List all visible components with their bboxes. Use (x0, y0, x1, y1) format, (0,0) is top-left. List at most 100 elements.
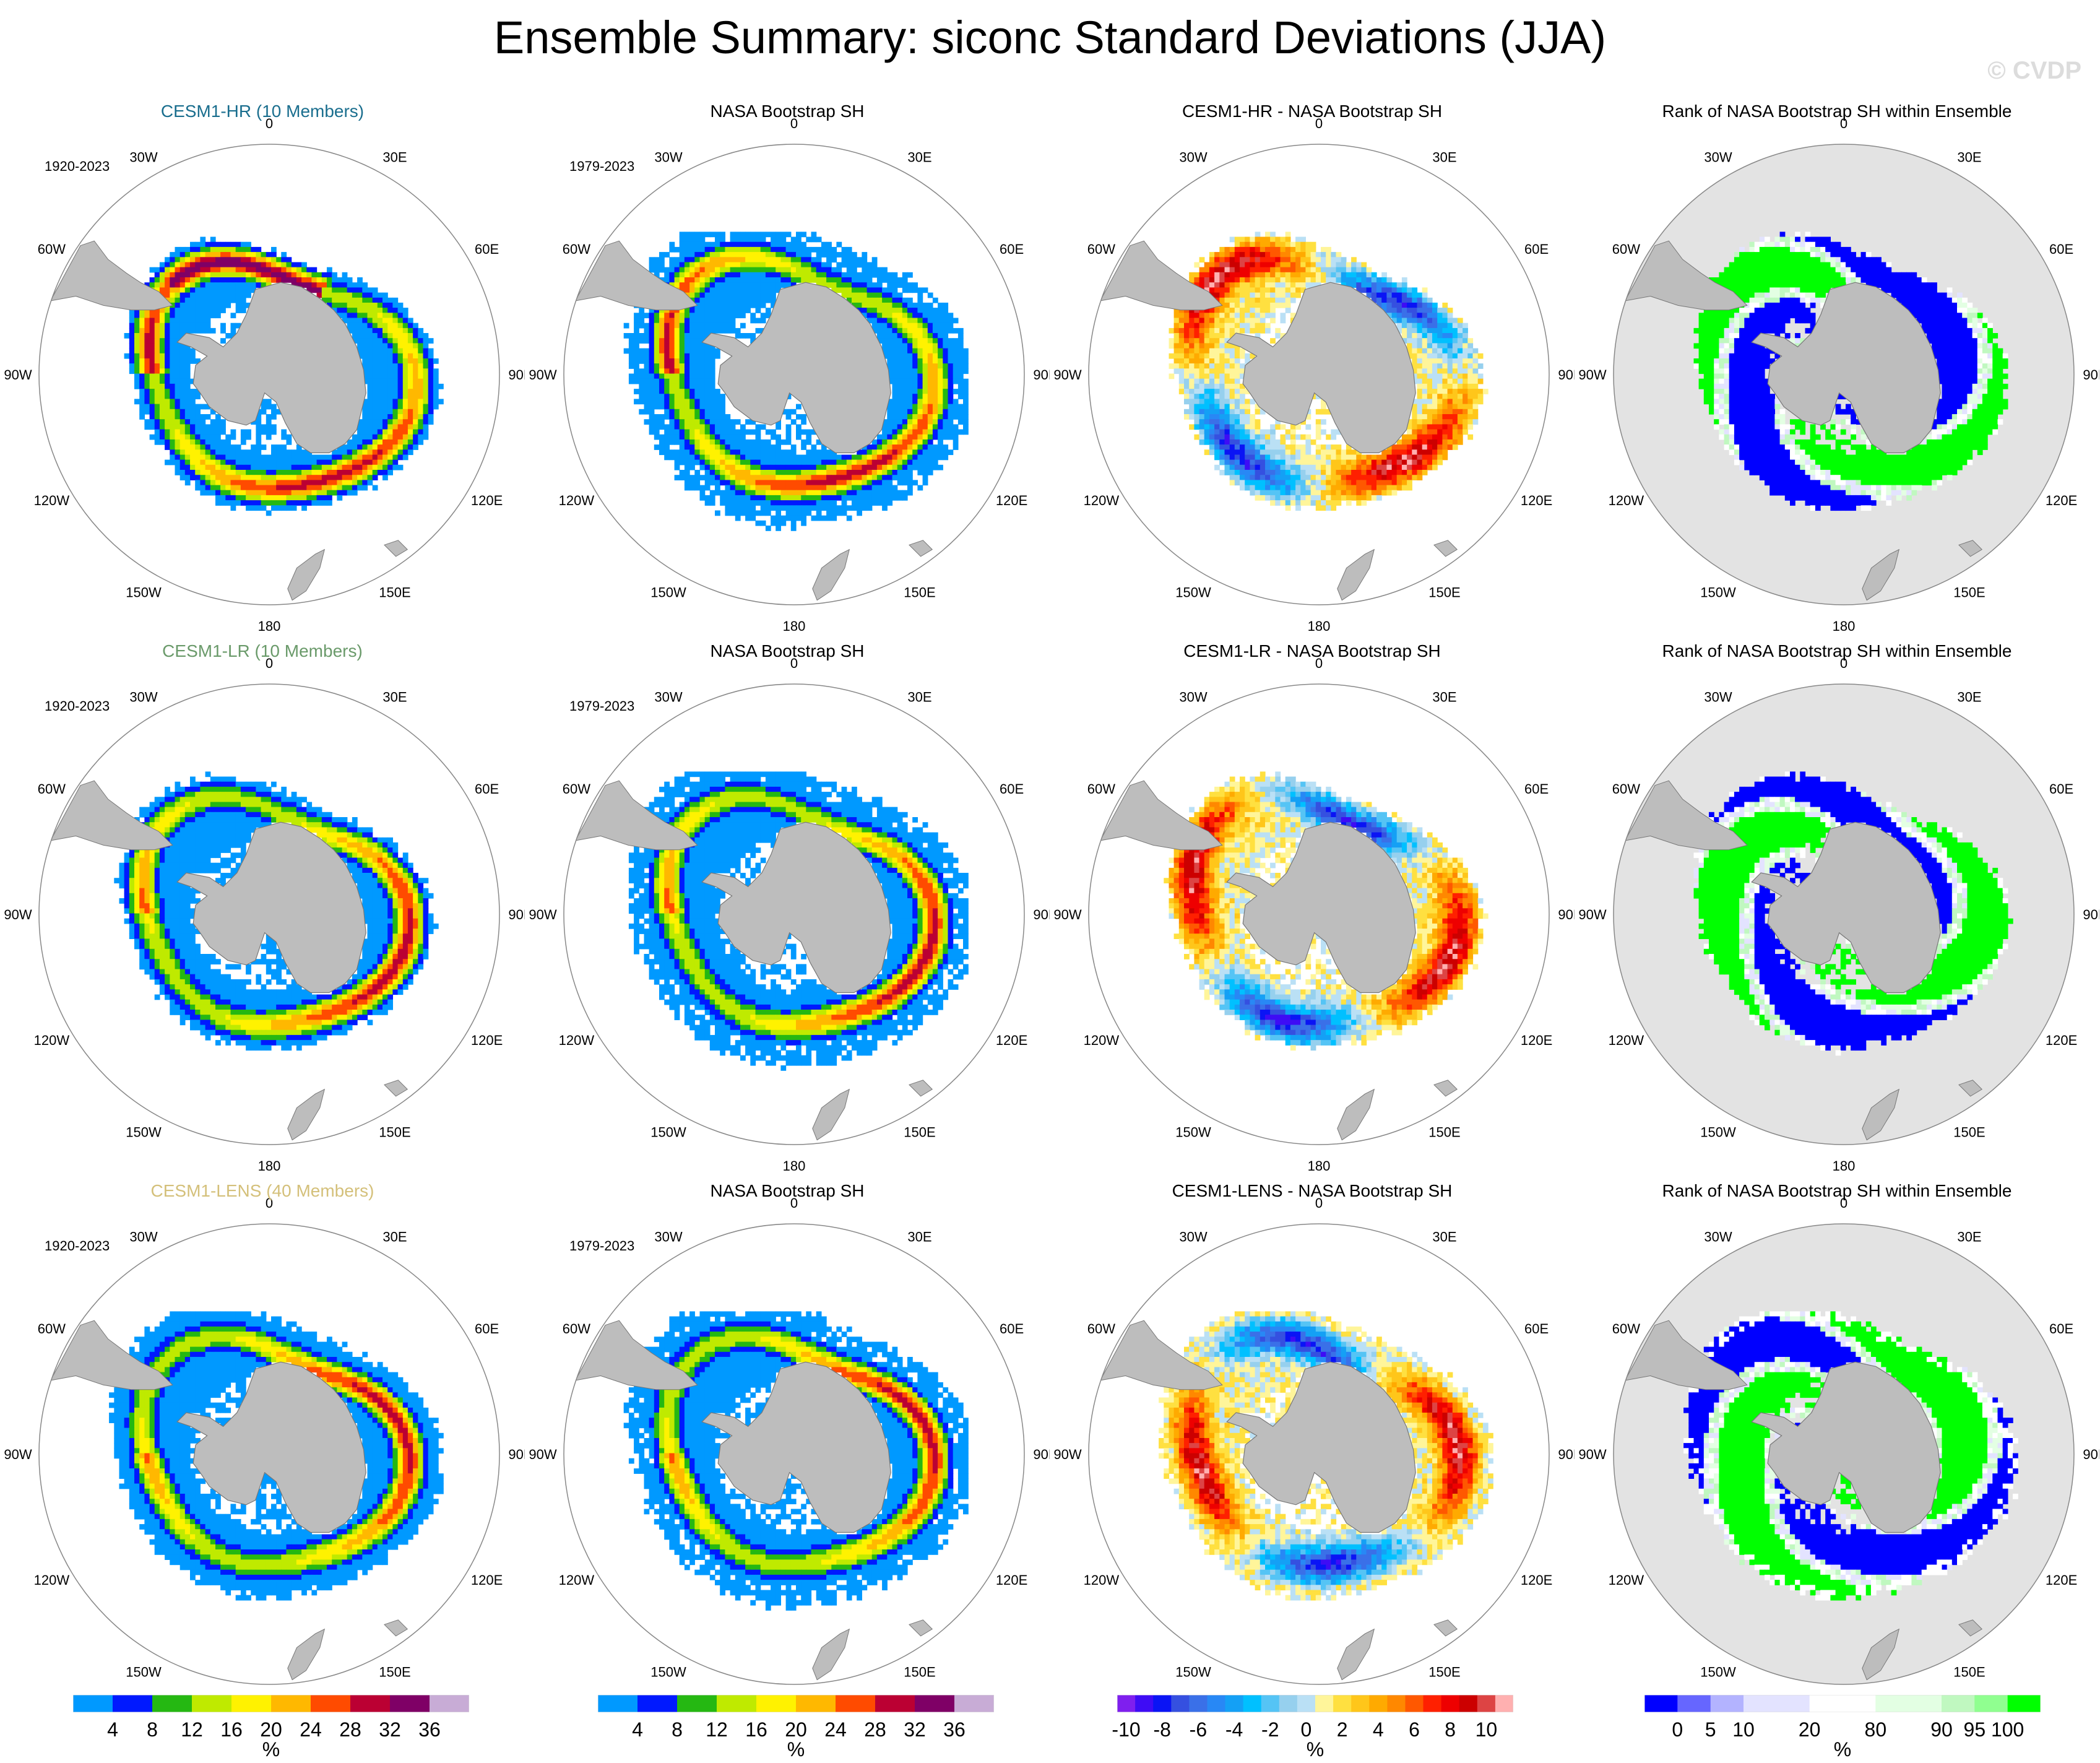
grid-cell (826, 262, 832, 268)
grid-cell (836, 459, 842, 466)
grid-cell (1432, 368, 1438, 375)
grid-cell (932, 313, 938, 319)
grid-cell (780, 505, 787, 511)
grid-cell (679, 348, 685, 354)
grid-cell (271, 257, 277, 263)
grid-cell (1270, 302, 1276, 308)
grid-cell (184, 292, 191, 298)
grid-cell (1255, 327, 1261, 334)
grid-cell (175, 444, 181, 450)
grid-cell (230, 434, 236, 440)
grid-cell (1305, 272, 1311, 278)
grid-cell (659, 449, 665, 456)
grid-cell (1463, 368, 1468, 375)
grid-cell (649, 429, 655, 435)
grid-cell (1229, 282, 1235, 288)
grid-cell (225, 277, 231, 283)
grid-cell (195, 439, 201, 445)
grid-cell (953, 389, 959, 394)
grid-cell (1315, 272, 1321, 278)
grid-cell (184, 464, 191, 470)
grid-cell (175, 272, 181, 278)
grid-cell (306, 500, 313, 506)
grid-cell (659, 399, 665, 405)
grid-cell (735, 267, 741, 273)
grid-cell (709, 287, 715, 293)
grid-cell (413, 383, 418, 389)
grid-cell (175, 327, 181, 334)
grid-cell (372, 333, 378, 339)
grid-cell (397, 302, 404, 308)
grid-cell (669, 282, 675, 288)
grid-cell (892, 282, 898, 288)
grid-cell (286, 470, 292, 475)
grid-cell (1442, 302, 1448, 308)
grid-cell (963, 358, 969, 364)
grid-cell (154, 404, 160, 410)
grid-cell (689, 353, 695, 359)
grid-cell (220, 338, 226, 344)
grid-cell (776, 241, 781, 248)
grid-cell (1391, 313, 1398, 319)
grid-cell (165, 308, 170, 313)
grid-cell (1214, 277, 1220, 283)
grid-cell (649, 389, 655, 394)
grid-cell (342, 297, 348, 303)
grid-cell (785, 277, 792, 283)
grid-cell (684, 358, 690, 364)
grid-cell (225, 434, 231, 440)
grid-cell (938, 368, 943, 375)
grid-cell (1224, 363, 1230, 369)
grid-cell (387, 383, 393, 389)
grid-cell (220, 470, 226, 475)
grid-cell (1229, 363, 1235, 369)
grid-cell (392, 323, 399, 329)
grid-cell (740, 236, 746, 243)
grid-cell (1229, 373, 1235, 379)
grid-cell (917, 470, 923, 475)
grid-cell (367, 394, 373, 399)
grid-cell (679, 429, 685, 435)
grid-cell (144, 282, 150, 288)
antarctica-land (176, 282, 366, 454)
grid-cell (195, 485, 201, 491)
grid-cell (154, 383, 160, 389)
grid-cell (362, 363, 368, 369)
grid-cell (720, 246, 725, 253)
grid-cell (963, 399, 969, 405)
grid-cell (387, 414, 393, 420)
grid-cell (423, 389, 429, 394)
grid-cell (836, 272, 842, 278)
grid-cell (281, 480, 287, 486)
grid-cell (200, 267, 206, 273)
grid-cell (357, 434, 363, 440)
grid-cell (372, 409, 378, 415)
grid-cell (240, 500, 246, 506)
grid-cell (139, 327, 145, 334)
grid-cell (866, 267, 873, 273)
grid-cell (664, 338, 670, 344)
grid-cell (654, 318, 660, 324)
grid-cell (1310, 277, 1316, 283)
grid-cell (704, 252, 711, 258)
grid-cell (709, 368, 715, 375)
grid-cell (1396, 323, 1402, 329)
grid-cell (699, 343, 706, 349)
grid-cell (709, 424, 715, 430)
grid-cell (857, 272, 862, 278)
grid-cell (871, 464, 878, 470)
grid-cell (776, 470, 781, 475)
grid-cell (1178, 323, 1185, 329)
grid-cell (144, 409, 150, 415)
grid-cell (387, 338, 393, 344)
grid-cell (806, 464, 812, 470)
grid-cell (235, 246, 241, 253)
grid-cell (720, 297, 725, 303)
grid-cell (159, 313, 165, 319)
grid-cell (1250, 241, 1256, 248)
grid-cell (1356, 282, 1362, 288)
grid-cell (796, 267, 802, 273)
grid-cell (316, 485, 322, 491)
grid-cell (1199, 267, 1205, 273)
grid-cell (433, 404, 439, 410)
